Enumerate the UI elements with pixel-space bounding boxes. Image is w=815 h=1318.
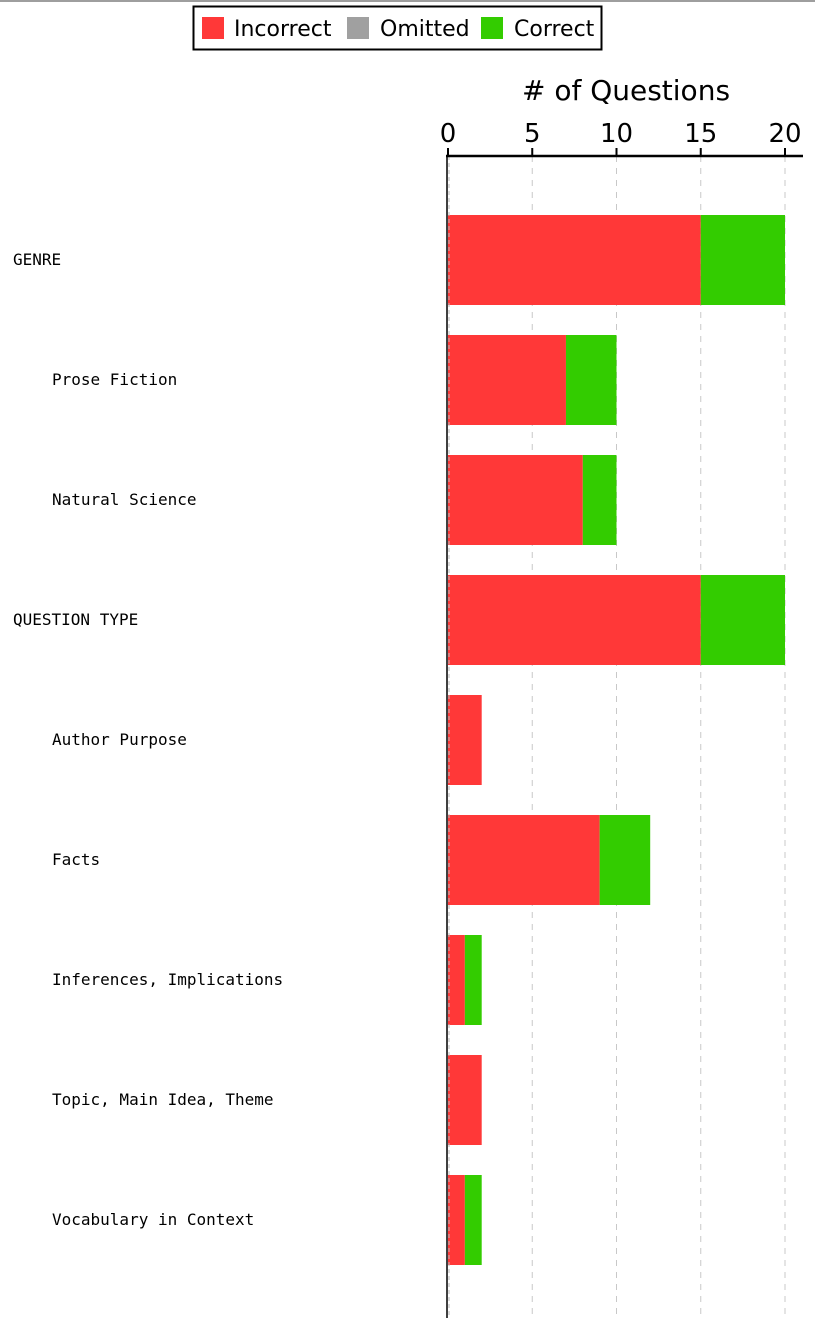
legend-swatch-correct bbox=[481, 17, 503, 39]
bar-author-purpose-incorrect bbox=[448, 695, 482, 785]
bar-vocabulary-in-context-correct bbox=[464, 1175, 482, 1265]
legend: Incorrect Omitted Correct bbox=[192, 5, 603, 51]
legend-label-omitted: Omitted bbox=[380, 17, 470, 42]
bar-question-type-incorrect bbox=[448, 575, 701, 665]
x-tick-label-15: 15 bbox=[684, 119, 717, 149]
category-label-prose-fiction: Prose Fiction bbox=[52, 370, 177, 389]
x-tick-label-0: 0 bbox=[440, 119, 457, 149]
bar-topic-main-idea-theme-incorrect bbox=[448, 1055, 482, 1145]
bar-vocabulary-in-context-incorrect bbox=[448, 1175, 465, 1265]
legend-box bbox=[192, 5, 603, 51]
x-axis-title: # of Questions bbox=[522, 74, 730, 107]
legend-swatch-incorrect bbox=[202, 17, 224, 39]
category-label-author-purpose: Author Purpose bbox=[52, 730, 187, 749]
x-tick-label-10: 10 bbox=[600, 119, 633, 149]
bar-facts-correct bbox=[599, 815, 651, 905]
bar-question-type-correct bbox=[700, 575, 785, 665]
bar-facts-incorrect bbox=[448, 815, 600, 905]
category-label-vocabulary-in-context: Vocabulary in Context bbox=[52, 1210, 254, 1229]
bar-natural-science-correct bbox=[582, 455, 617, 545]
legend-swatch-omitted bbox=[347, 17, 369, 39]
x-tick-label-5: 5 bbox=[524, 119, 541, 149]
bar-prose-fiction-correct bbox=[565, 335, 617, 425]
x-tick-label-20: 20 bbox=[768, 119, 801, 149]
bar-genre-correct bbox=[700, 215, 785, 305]
legend-label-incorrect: Incorrect bbox=[234, 17, 332, 42]
category-label-facts: Facts bbox=[52, 850, 100, 869]
category-label-question-type: QUESTION TYPE bbox=[13, 610, 138, 629]
bar-inferences-implications-incorrect bbox=[448, 935, 465, 1025]
bar-genre-incorrect bbox=[448, 215, 701, 305]
top-border bbox=[0, 0, 815, 2]
category-label-inferences-implications: Inferences, Implications bbox=[52, 970, 283, 989]
legend-label-correct: Correct bbox=[514, 17, 595, 42]
category-label-natural-science: Natural Science bbox=[52, 490, 197, 509]
category-label-genre: GENRE bbox=[13, 250, 61, 269]
category-label-topic-main-idea-theme: Topic, Main Idea, Theme bbox=[52, 1090, 274, 1109]
bar-natural-science-incorrect bbox=[448, 455, 583, 545]
bar-inferences-implications-correct bbox=[464, 935, 482, 1025]
bar-prose-fiction-incorrect bbox=[448, 335, 566, 425]
